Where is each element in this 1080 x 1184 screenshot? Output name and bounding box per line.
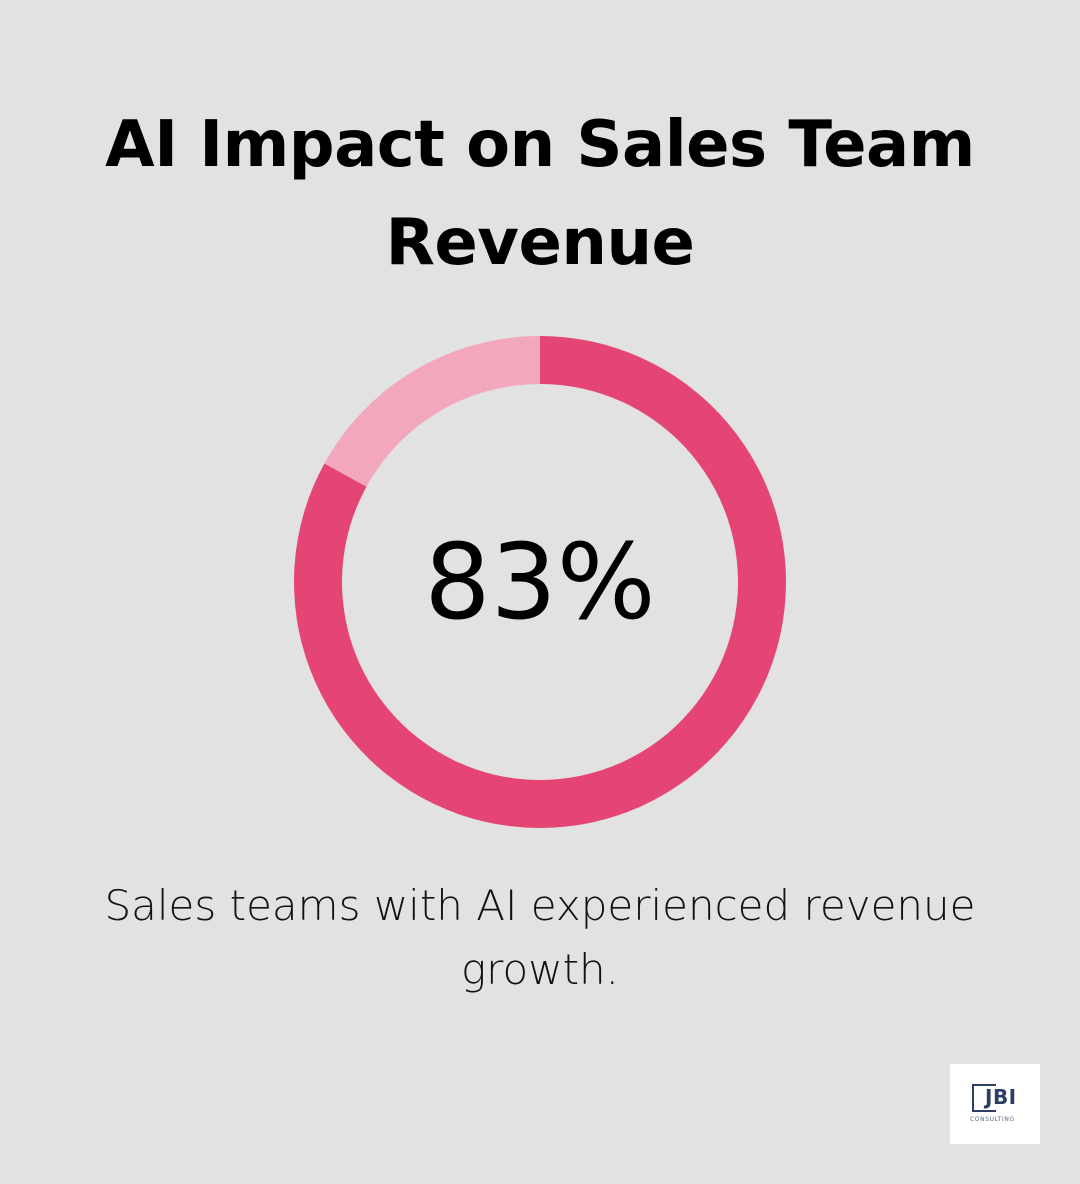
logo-text: JBI bbox=[985, 1085, 1017, 1109]
donut-center-label: 83% bbox=[424, 521, 656, 643]
donut-svg bbox=[294, 336, 786, 828]
donut-slice-remainder bbox=[324, 336, 540, 487]
logo-subtext: CONSULTING bbox=[970, 1116, 1015, 1123]
logo-bracket-icon bbox=[972, 1084, 996, 1112]
company-logo: JBI CONSULTING bbox=[950, 1064, 1040, 1144]
donut-chart bbox=[294, 336, 786, 828]
chart-caption: Sales teams with AI experienced revenue … bbox=[104, 881, 976, 994]
chart-title: AI Impact on Sales Team Revenue bbox=[105, 108, 975, 280]
